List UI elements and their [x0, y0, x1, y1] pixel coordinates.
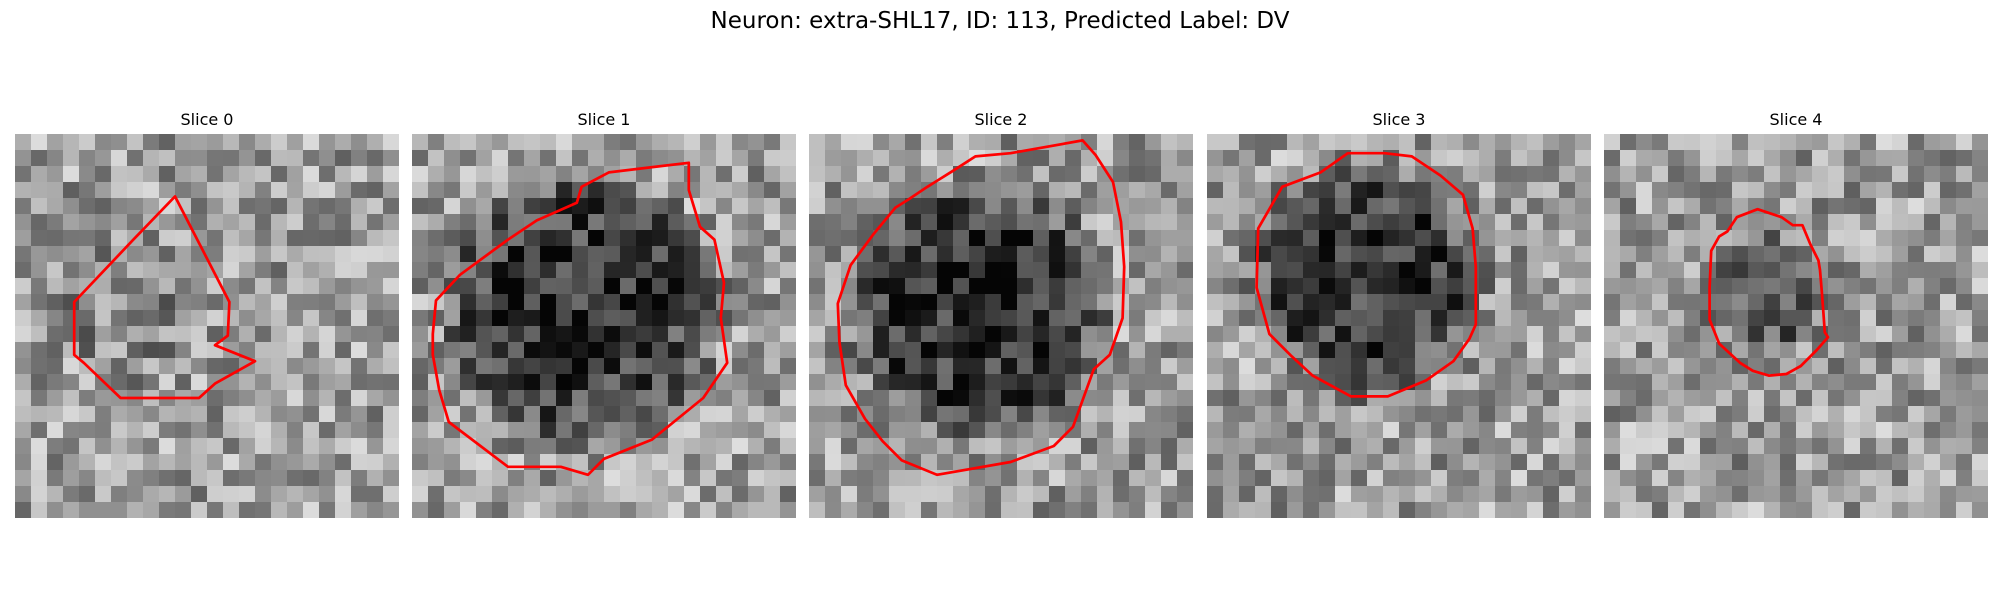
- slice-title: Slice 4: [1769, 110, 1823, 129]
- neuron-contour: [431, 161, 729, 477]
- slice-image: [1604, 134, 1988, 518]
- neuron-contour: [1255, 151, 1478, 398]
- slice-title: Slice 3: [1372, 110, 1426, 129]
- contour-overlay: [1255, 151, 1478, 398]
- contour-overlay: [1708, 207, 1830, 377]
- slice-image: [412, 134, 796, 518]
- neuron-contour: [1708, 207, 1830, 377]
- slice-image: [1207, 134, 1591, 518]
- figure-title: Neuron: extra-SHL17, ID: 113, Predicted …: [710, 8, 1290, 34]
- slice-image: [809, 134, 1193, 518]
- slice-title: Slice 2: [974, 110, 1028, 129]
- slice-title: Slice 1: [577, 110, 631, 129]
- contour-overlay: [431, 161, 729, 477]
- slice-title: Slice 0: [180, 110, 234, 129]
- contour-overlay: [836, 139, 1126, 477]
- neuron-contour: [72, 195, 257, 400]
- slice-image: [15, 134, 399, 518]
- neuron-contour: [836, 139, 1126, 477]
- contour-overlay: [72, 195, 257, 400]
